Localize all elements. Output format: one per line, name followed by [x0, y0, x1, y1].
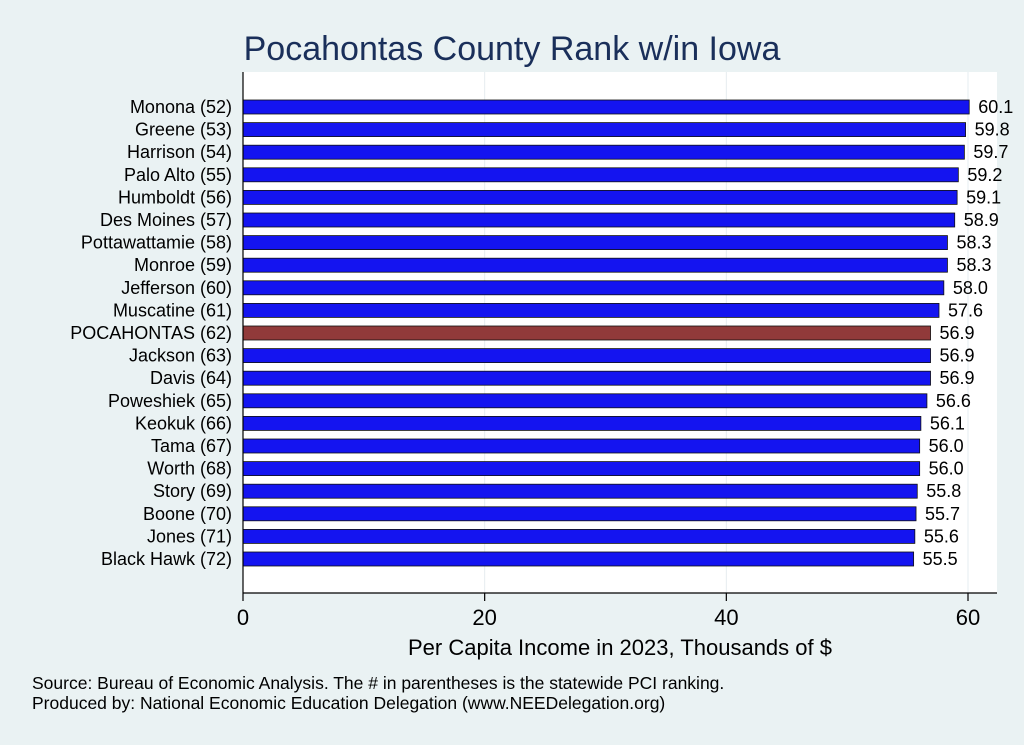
category-label: Black Hawk (72) [101, 549, 232, 569]
category-label: Story (69) [153, 481, 232, 501]
bar [242, 257, 948, 273]
bar [242, 122, 966, 137]
category-label: Jackson (63) [129, 346, 232, 366]
producer-note: Produced by: National Economic Education… [32, 693, 666, 713]
value-label: 59.2 [967, 165, 1002, 185]
category-label: POCAHONTAS (62) [70, 323, 232, 343]
value-label: 56.9 [940, 368, 975, 388]
bar [242, 189, 958, 205]
value-label: 58.3 [956, 255, 991, 275]
value-label: 56.9 [940, 323, 975, 343]
bar [242, 212, 956, 228]
bar [242, 370, 931, 386]
category-label: Worth (68) [147, 459, 232, 479]
category-label: Jefferson (60) [121, 278, 232, 298]
category-label: Boone (70) [143, 504, 232, 524]
source-note: Source: Bureau of Economic Analysis. The… [32, 673, 725, 693]
value-label: 59.7 [973, 142, 1008, 162]
value-label: 56.6 [936, 391, 971, 411]
x-axis: 0 20 40 60 [237, 72, 997, 630]
category-label: Poweshiek (65) [108, 391, 232, 411]
bar [242, 325, 931, 341]
category-label: Harrison (54) [127, 142, 232, 162]
category-label: Monona (52) [130, 97, 232, 117]
value-label: 58.3 [956, 233, 991, 253]
value-label: 55.5 [923, 549, 958, 569]
bar [242, 348, 931, 364]
category-label: Tama (67) [151, 436, 232, 456]
x-tick-label: 0 [237, 605, 249, 630]
category-label: Greene (53) [135, 120, 232, 140]
bar [242, 144, 965, 160]
category-label: Pottawattamie (58) [81, 233, 232, 253]
bar [242, 393, 928, 409]
bar [242, 551, 915, 567]
bar [242, 506, 917, 522]
bar [242, 235, 948, 251]
category-labels: Monona (52) Greene (53)Harrison (54) Palo … [70, 97, 232, 569]
value-label: 59.8 [975, 120, 1010, 140]
x-tick-label: 60 [956, 605, 980, 630]
x-tick-label: 20 [472, 605, 496, 630]
value-label: 55.6 [924, 526, 959, 546]
value-label: 56.9 [940, 346, 975, 366]
value-labels: 60.1 59.859.7 59.259.1 58.9 58.358.3 58.057.6… [923, 97, 1014, 569]
category-label: Keokuk (66) [135, 413, 232, 433]
category-label: Jones (71) [147, 526, 232, 546]
category-label: Humboldt (56) [118, 187, 232, 207]
bar [242, 461, 921, 477]
bar [242, 483, 918, 499]
category-label: Muscatine (61) [113, 300, 232, 320]
bars [242, 99, 970, 567]
chart-title: Pocahontas County Rank w/in Iowa [244, 30, 781, 68]
value-label: 60.1 [978, 97, 1013, 117]
category-label: Des Moines (57) [100, 210, 232, 230]
value-label: 55.7 [925, 504, 960, 524]
value-label: 57.6 [948, 300, 983, 320]
category-label: Palo Alto (55) [124, 165, 232, 185]
bar [242, 438, 921, 454]
value-label: 56.0 [929, 436, 964, 456]
value-label: 55.8 [926, 481, 961, 501]
value-label: 56.0 [929, 459, 964, 479]
bar [242, 99, 970, 115]
value-label: 58.9 [964, 210, 999, 230]
x-tick-label: 40 [714, 605, 738, 630]
bar [242, 302, 940, 318]
category-label: Monroe (59) [134, 255, 232, 275]
bar [242, 415, 922, 431]
bar [242, 529, 916, 544]
bar [242, 167, 959, 183]
x-axis-title: Per Capita Income in 2023, Thousands of … [408, 635, 832, 660]
value-label: 56.1 [930, 413, 965, 433]
category-label: Davis (64) [150, 368, 232, 388]
bar [242, 280, 945, 296]
value-label: 59.1 [966, 187, 1001, 207]
value-label: 58.0 [953, 278, 988, 298]
